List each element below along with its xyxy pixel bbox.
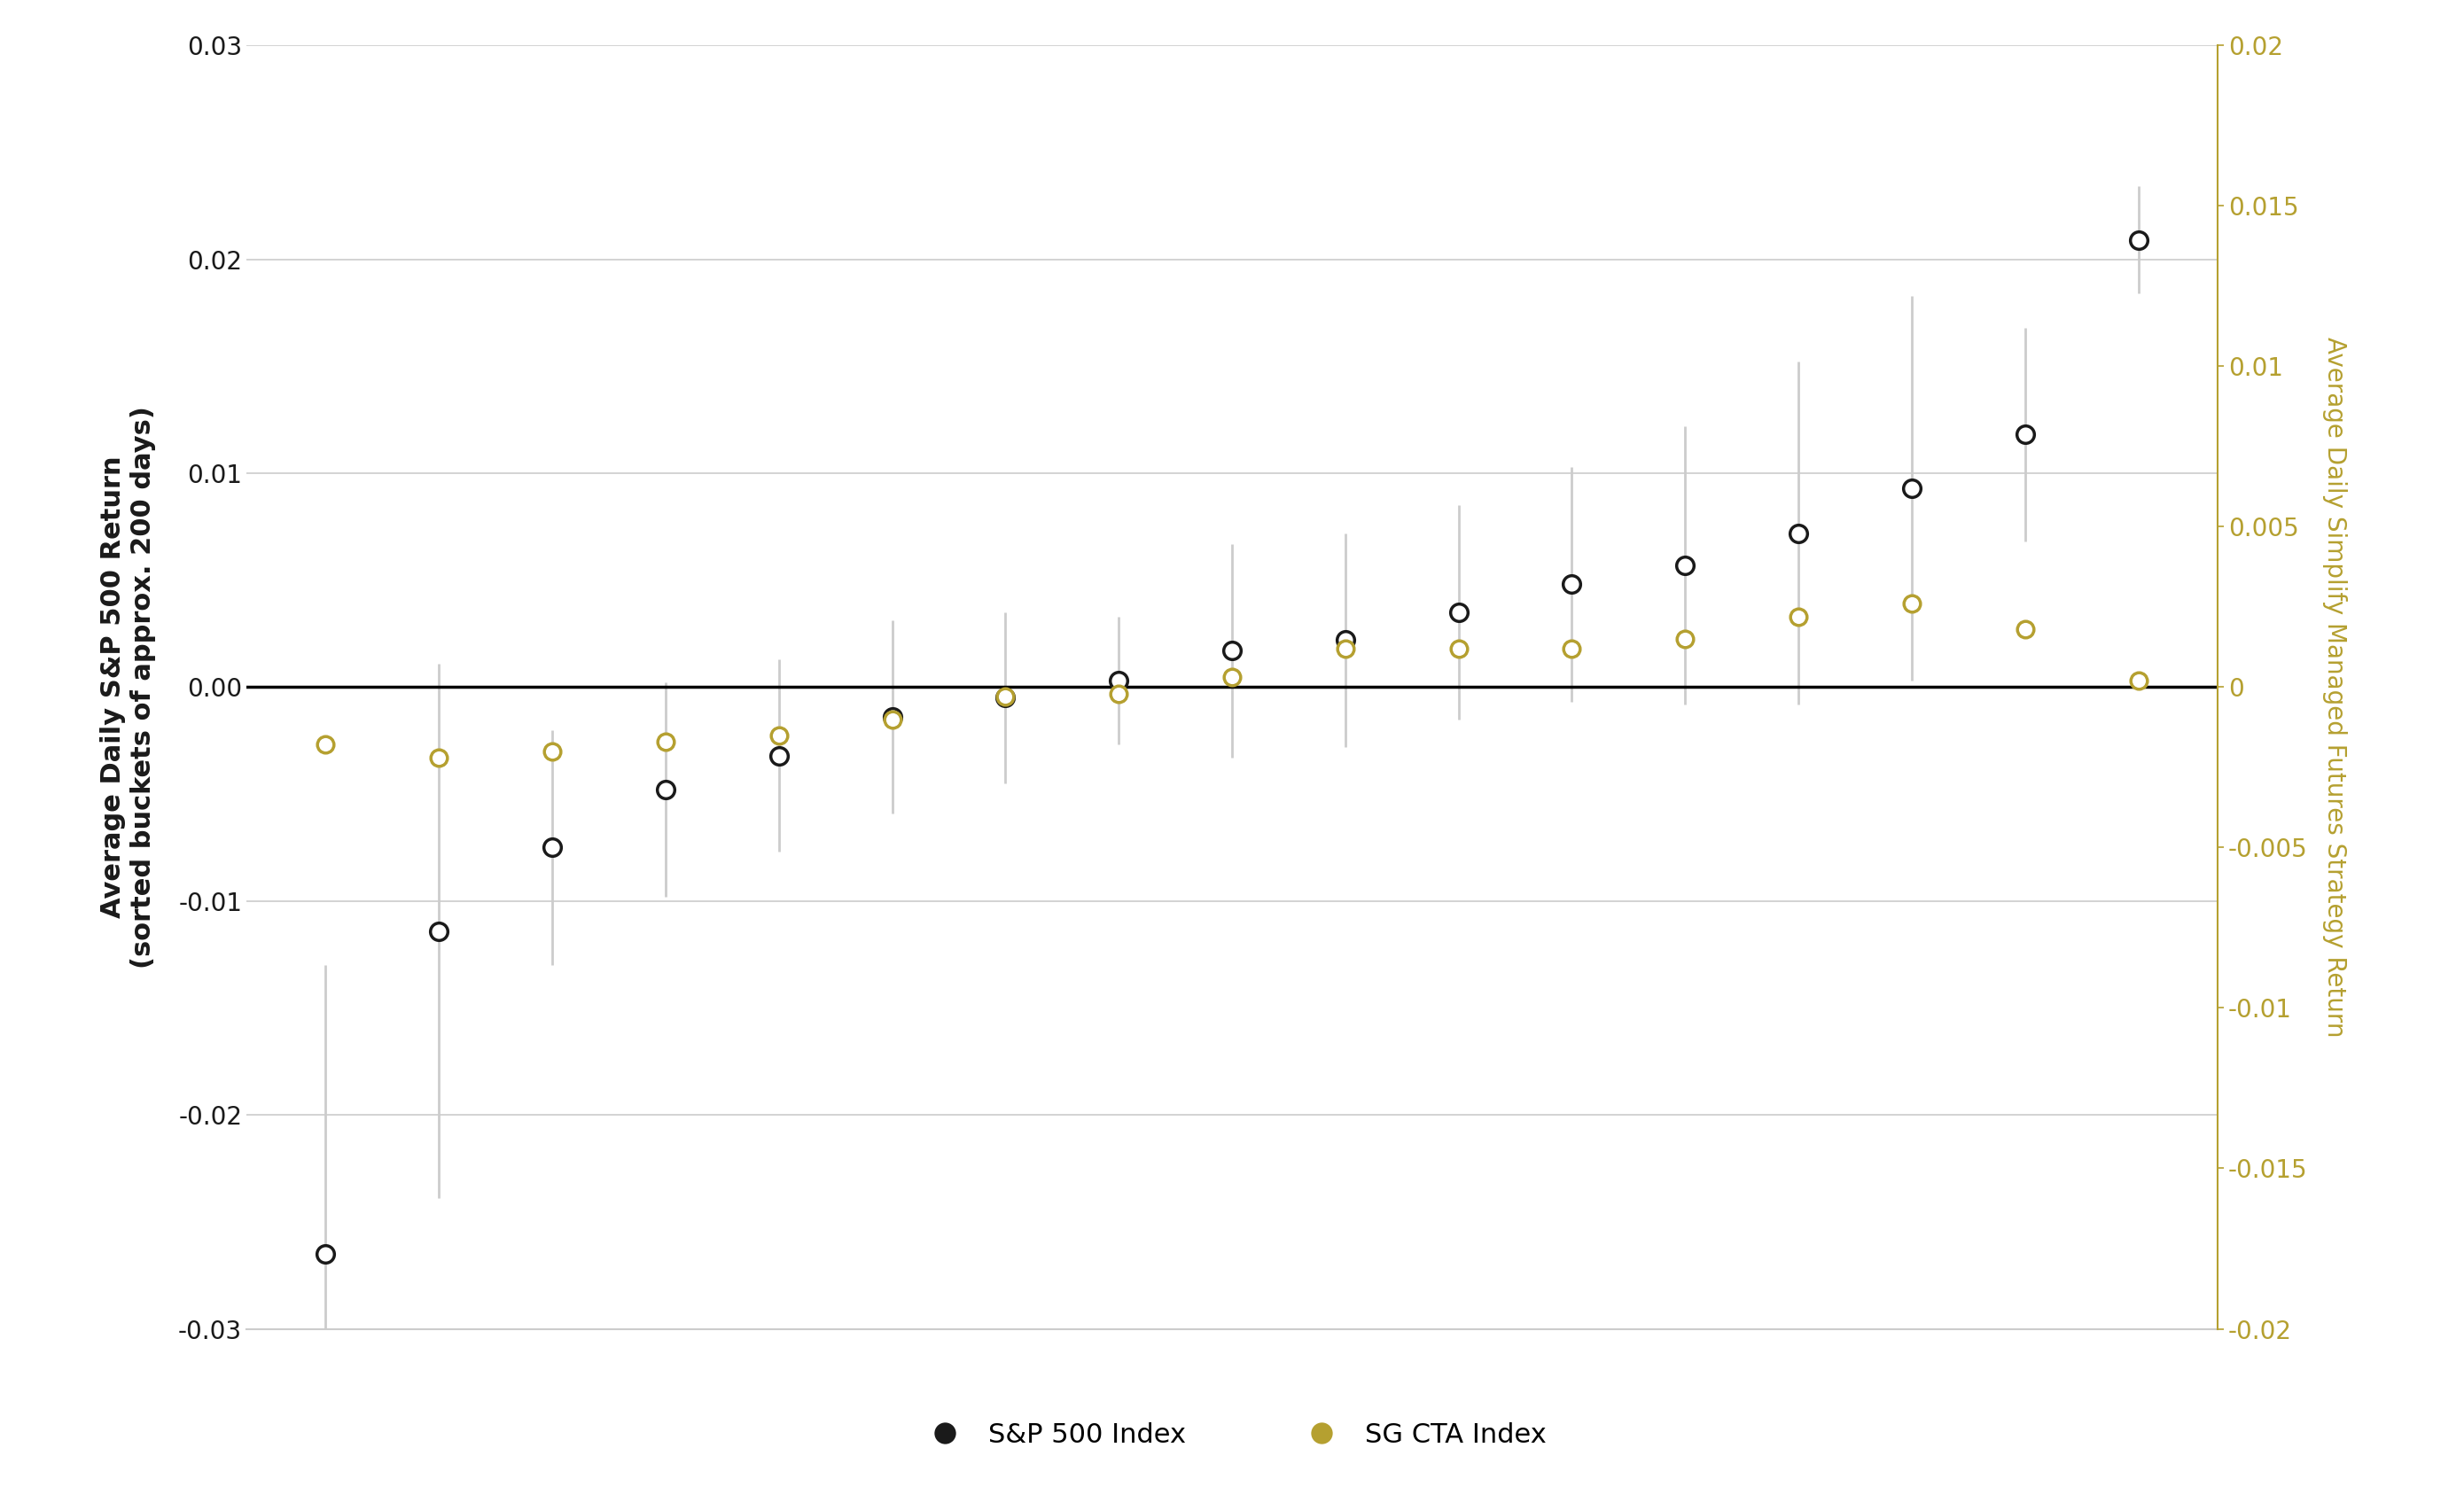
SG CTA Index [2006, 618, 2045, 642]
SG CTA Index [419, 746, 458, 770]
S&P 500 Index [986, 686, 1025, 710]
SG CTA Index [1892, 592, 1932, 616]
SG CTA Index [1666, 627, 1705, 651]
S&P 500 Index [2119, 228, 2158, 252]
SG CTA Index [306, 732, 345, 757]
S&P 500 Index [419, 918, 458, 942]
SG CTA Index [759, 723, 798, 747]
SG CTA Index [1439, 637, 1478, 661]
SG CTA Index [646, 729, 685, 753]
S&P 500 Index [532, 835, 572, 859]
S&P 500 Index [1326, 628, 1365, 652]
S&P 500 Index [1892, 476, 1932, 500]
S&P 500 Index [646, 778, 685, 802]
S&P 500 Index [2006, 423, 2045, 447]
Y-axis label: Average Daily S&P 500 Return
(sorted buckets of approx. 200 days): Average Daily S&P 500 Return (sorted buc… [101, 406, 155, 968]
S&P 500 Index [1552, 572, 1592, 596]
Y-axis label: Average Daily Simplify Managed Futures Strategy Return: Average Daily Simplify Managed Futures S… [2321, 337, 2348, 1037]
Legend: S&P 500 Index, SG CTA Index: S&P 500 Index, SG CTA Index [907, 1412, 1557, 1459]
SG CTA Index [1099, 681, 1138, 705]
SG CTA Index [1779, 604, 1818, 628]
S&P 500 Index [1779, 521, 1818, 545]
S&P 500 Index [1666, 553, 1705, 577]
S&P 500 Index [1099, 669, 1138, 693]
SG CTA Index [986, 684, 1025, 708]
SG CTA Index [872, 707, 912, 731]
S&P 500 Index [1439, 599, 1478, 624]
SG CTA Index [532, 738, 572, 763]
S&P 500 Index [306, 1241, 345, 1265]
SG CTA Index [1552, 637, 1592, 661]
SG CTA Index [1326, 637, 1365, 661]
S&P 500 Index [1212, 639, 1252, 663]
S&P 500 Index [872, 705, 912, 729]
SG CTA Index [1212, 666, 1252, 690]
S&P 500 Index [759, 743, 798, 767]
SG CTA Index [2119, 669, 2158, 693]
